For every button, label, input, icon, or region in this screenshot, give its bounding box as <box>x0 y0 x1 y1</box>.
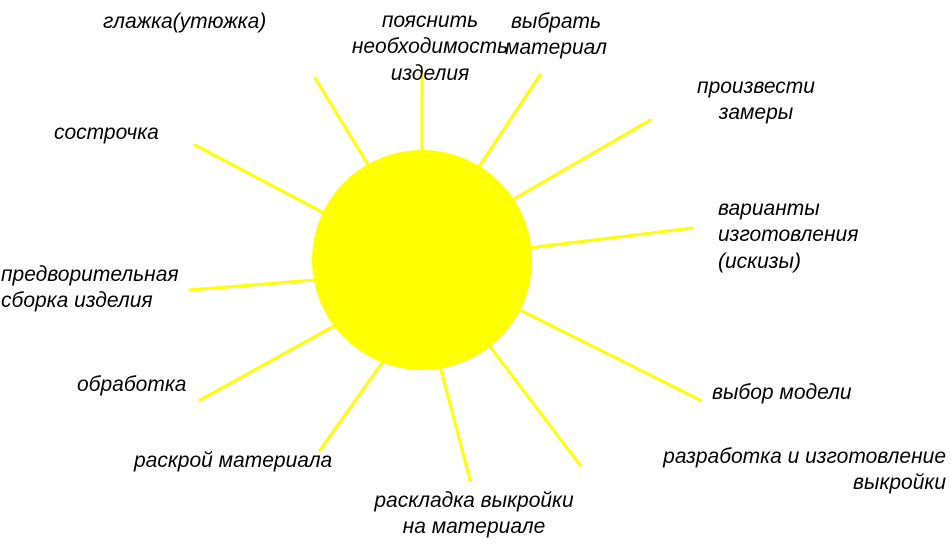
ray-3 <box>512 120 650 200</box>
label-raskroy: раскрой материала <box>134 448 332 474</box>
ray-7 <box>440 366 470 480</box>
label-sostrochka: сострочка <box>54 120 159 146</box>
ray-8 <box>320 360 384 450</box>
label-raskladka: раскладка выкройки на материале <box>374 488 573 541</box>
label-predvorit: предворительная сборка изделия <box>1 262 179 315</box>
label-poyasnit: пояснить необходимость изделия <box>352 8 508 87</box>
label-varianty: варианты изготовления (искизы) <box>718 196 858 275</box>
label-proizvesti: произвести замеры <box>697 74 815 127</box>
label-glazhka: глажка(утюжка) <box>103 9 266 35</box>
ray-6 <box>488 344 580 465</box>
ray-10 <box>190 280 314 290</box>
label-obrabotka: обработка <box>77 372 186 398</box>
label-vybor: выбор модели <box>712 380 852 406</box>
sun-core <box>312 150 532 370</box>
ray-2 <box>478 75 540 168</box>
ray-11 <box>195 145 322 212</box>
ray-4 <box>528 228 692 248</box>
label-vybrat: выбрать материал <box>505 9 607 62</box>
ray-5 <box>520 310 700 400</box>
ray-9 <box>200 326 334 400</box>
label-razrabotka: разработка и изготовление выкройки <box>663 444 946 497</box>
ray-0 <box>315 78 370 168</box>
